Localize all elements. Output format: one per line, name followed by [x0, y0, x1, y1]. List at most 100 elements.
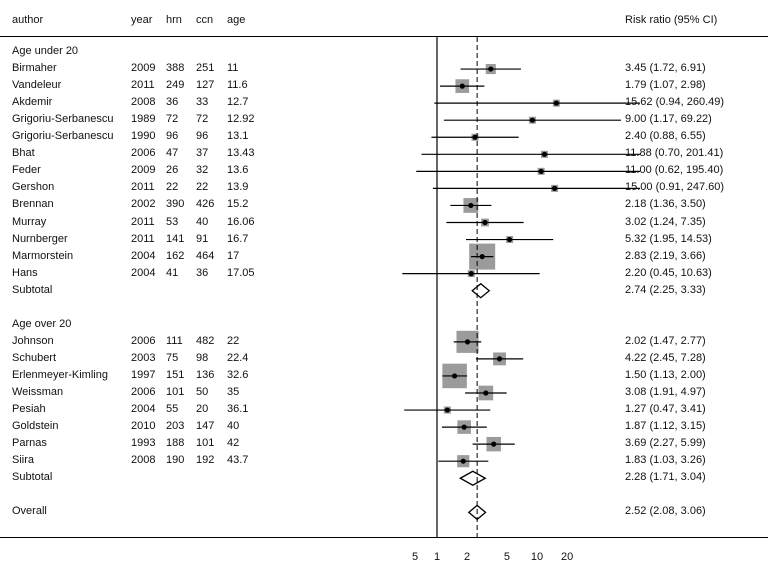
study-ccn: 147 [196, 420, 215, 433]
study-risk-ratio: 1.27 (0.47, 3.41) [625, 403, 706, 416]
study-author: Vandeleur [12, 79, 62, 92]
study-ccn: 136 [196, 368, 215, 381]
overall-risk-ratio: 2.52 (2.08, 3.06) [625, 505, 706, 518]
study-point [552, 185, 558, 191]
study-ccn: 91 [196, 232, 209, 245]
study-year: 2008 [131, 96, 156, 109]
study-age: 12.7 [227, 96, 249, 109]
study-ccn: 426 [196, 198, 215, 211]
study-author: Erlenmeyer-Kimling [12, 368, 108, 381]
study-age: 16.7 [227, 232, 249, 245]
study-year: 2010 [131, 420, 156, 433]
study-author: Pesiah [12, 403, 46, 416]
study-risk-ratio: 2.83 (2.19, 3.66) [625, 249, 706, 262]
subtotal-diamond [471, 282, 491, 299]
study-risk-ratio: 2.20 (0.45, 10.63) [625, 266, 712, 279]
study-ccn: 32 [196, 164, 209, 177]
study-point [479, 254, 485, 260]
study-author: Bhat [12, 147, 35, 160]
study-hrn: 151 [166, 368, 185, 381]
study-risk-ratio: 11.88 (0.70, 201.41) [625, 147, 724, 160]
study-author: Grigoriu-Serbanescu [12, 130, 114, 143]
x-tick-label: 5 [412, 551, 418, 563]
subtotal-risk-ratio: 2.74 (2.25, 3.33) [625, 283, 706, 296]
study-hrn: 101 [166, 386, 185, 398]
study-year: 1993 [131, 437, 156, 450]
study-ccn: 251 [196, 62, 215, 75]
header-ccn: ccn [196, 14, 214, 26]
x-tick-label: 10 [531, 551, 543, 563]
study-author: Marmorstein [12, 249, 74, 262]
study-point [459, 83, 465, 89]
study-point [483, 390, 489, 396]
study-year: 2006 [131, 147, 156, 160]
study-author: Brennan [12, 198, 54, 211]
study-hrn: 188 [166, 437, 185, 450]
study-author: Hans [12, 266, 38, 279]
study-hrn: 47 [166, 147, 179, 160]
study-author: Schubert [12, 351, 57, 364]
study-author: Grigoriu-Serbanescu [12, 113, 114, 126]
study-author: Goldstein [12, 420, 59, 433]
study-age: 42 [227, 437, 240, 450]
study-risk-ratio: 11.00 (0.62, 195.40) [625, 164, 724, 177]
study-age: 13.43 [227, 147, 255, 160]
study-author: Weissman [12, 386, 64, 398]
study-risk-ratio: 3.02 (1.24, 7.35) [625, 215, 706, 228]
study-risk-ratio: 5.32 (1.95, 14.53) [625, 232, 712, 245]
study-hrn: 96 [166, 130, 179, 143]
study-author: Feder [12, 164, 41, 177]
study-hrn: 22 [166, 181, 179, 194]
study-author: Johnson [12, 334, 54, 347]
study-point [541, 151, 548, 157]
study-ccn: 101 [196, 437, 215, 450]
study-year: 2006 [131, 334, 156, 347]
study-year: 2004 [131, 403, 156, 416]
x-tick-label: 5 [504, 551, 510, 563]
study-hrn: 72 [166, 113, 179, 126]
subtotal-label: Subtotal [12, 471, 53, 484]
study-risk-ratio: 2.40 (0.88, 6.55) [625, 130, 706, 143]
study-age: 17.05 [227, 266, 255, 279]
study-author: Birmaher [12, 62, 57, 75]
study-age: 15.2 [227, 198, 249, 211]
study-year: 2011 [131, 232, 155, 245]
study-point [460, 458, 466, 464]
study-ccn: 22 [196, 181, 209, 194]
study-author: Parnas [12, 437, 47, 450]
study-age: 35 [227, 386, 240, 398]
study-point [496, 356, 503, 362]
study-year: 2008 [131, 454, 156, 467]
study-risk-ratio: 1.83 (1.03, 3.26) [625, 454, 706, 467]
study-risk-ratio: 3.08 (1.91, 4.97) [625, 386, 706, 398]
study-point [464, 339, 471, 345]
study-ccn: 98 [196, 351, 209, 364]
study-risk-ratio: 3.69 (2.27, 5.99) [625, 437, 706, 450]
study-ccn: 482 [196, 334, 215, 347]
header-hrn: hrn [166, 14, 182, 26]
study-age: 13.1 [227, 130, 249, 143]
study-hrn: 190 [166, 454, 185, 467]
study-age: 36.1 [227, 403, 249, 416]
study-hrn: 141 [166, 232, 185, 245]
study-point [538, 168, 544, 174]
x-tick-label: 1 [434, 551, 440, 563]
study-age: 11.6 [227, 79, 248, 92]
study-hrn: 26 [166, 164, 179, 177]
study-point [506, 236, 513, 243]
study-risk-ratio: 1.50 (1.13, 2.00) [625, 368, 706, 381]
overall-label: Overall [12, 505, 47, 518]
header-year: year [131, 14, 153, 26]
study-year: 2004 [131, 249, 156, 262]
study-ccn: 127 [196, 79, 215, 92]
study-risk-ratio: 3.45 (1.72, 6.91) [625, 62, 706, 75]
study-point [461, 424, 467, 430]
study-point [488, 66, 494, 72]
study-hrn: 75 [166, 351, 179, 364]
x-tick-label: 20 [561, 551, 573, 563]
study-author: Akdemir [12, 96, 53, 109]
study-age: 40 [227, 420, 240, 433]
study-age: 22 [227, 334, 240, 347]
study-risk-ratio: 1.87 (1.12, 3.15) [625, 420, 706, 433]
